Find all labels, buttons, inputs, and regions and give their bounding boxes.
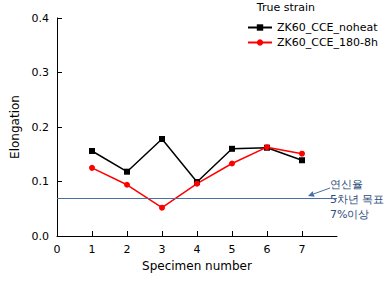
svg-text:0.4: 0.4 [32, 12, 50, 25]
svg-text:0.3: 0.3 [32, 66, 50, 79]
svg-text:4: 4 [194, 243, 201, 256]
svg-text:3: 3 [159, 243, 166, 256]
svg-text:7: 7 [299, 243, 306, 256]
svg-text:Elongation: Elongation [8, 95, 22, 159]
svg-text:연신율: 연신율 [330, 178, 363, 191]
svg-text:5: 5 [229, 243, 236, 256]
svg-text:ZK60_CCE_180-8h: ZK60_CCE_180-8h [277, 36, 378, 49]
svg-text:2: 2 [124, 243, 131, 256]
svg-text:0.1: 0.1 [32, 175, 50, 188]
svg-text:7%이상: 7%이상 [330, 208, 369, 221]
svg-text:0: 0 [54, 243, 61, 256]
svg-text:ZK60_CCE_noheat: ZK60_CCE_noheat [277, 21, 378, 34]
svg-text:0.2: 0.2 [32, 121, 50, 134]
svg-text:True strain: True strain [256, 1, 315, 14]
svg-text:5차년 목표: 5차년 목표 [330, 193, 385, 206]
svg-text:6: 6 [264, 243, 271, 256]
svg-text:Specimen number: Specimen number [142, 259, 252, 273]
svg-text:0.0: 0.0 [32, 230, 50, 243]
svg-text:1: 1 [89, 243, 96, 256]
